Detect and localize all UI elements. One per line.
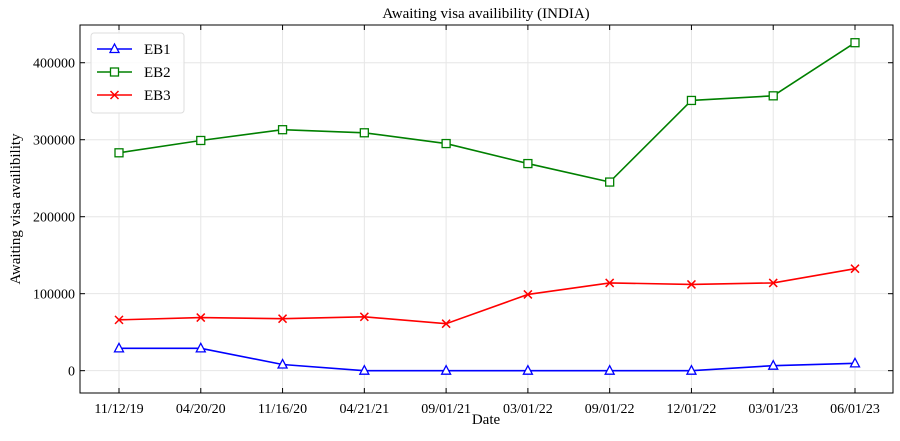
eb1-point: [522, 364, 534, 375]
legend-label: EB3: [144, 88, 171, 104]
eb1-point: [767, 359, 779, 370]
eb1-point: [440, 364, 452, 375]
series-line: [118, 267, 856, 325]
x-tick-label: 03/01/23: [748, 402, 798, 417]
eb3-point: [278, 314, 288, 324]
axes: 11/12/19 04/20/20 11/16/20 04/21/21 09/01/21…: [33, 25, 893, 417]
series-eb2: [114, 38, 860, 187]
eb3-point: [114, 315, 124, 325]
eb2-point: [605, 177, 615, 187]
legend: EB1 EB2 EB3: [90, 32, 185, 114]
x-tick-label: 03/01/22: [503, 402, 553, 417]
eb2-point: [441, 138, 451, 149]
eb3-point: [441, 319, 451, 329]
eb2-point: [850, 38, 860, 48]
eb2-point: [277, 125, 288, 135]
eb3-point: [605, 278, 615, 288]
eb3-point: [768, 278, 778, 288]
eb1-point: [113, 341, 125, 353]
eb1-point: [358, 364, 370, 375]
chart-title: Awaiting visa availibility (INDIA): [382, 6, 589, 22]
square-marker: [109, 67, 120, 77]
x-tick-label: 04/21/21: [339, 402, 389, 417]
legend-label: EB1: [144, 42, 171, 58]
y-axis-label: Awaiting visa availibility: [8, 133, 24, 285]
series-line: [119, 347, 856, 372]
x-tick-label: 09/01/21: [421, 402, 471, 417]
grid: [80, 25, 893, 393]
x-axis-label: Date: [472, 412, 501, 428]
y-tick-label: 400000: [33, 57, 75, 72]
eb3-point: [686, 279, 696, 289]
eb2-point: [114, 148, 124, 158]
x-tick-label: 09/01/22: [585, 402, 635, 417]
x-tick-label: 12/01/22: [667, 402, 717, 417]
eb2-point: [686, 95, 697, 106]
x-tick-label: 11/12/19: [94, 402, 143, 417]
x-tick-label: 04/20/20: [176, 402, 226, 417]
eb3-point: [523, 289, 533, 299]
series-group: [113, 38, 861, 375]
eb2-point: [768, 91, 778, 101]
legend-item-eb3: EB3: [97, 88, 171, 104]
eb1-point: [195, 341, 207, 353]
triangle-marker: [108, 42, 121, 54]
eb1-point: [849, 356, 861, 368]
eb3-point: [359, 312, 369, 322]
series-eb3: [114, 264, 860, 329]
eb2-point: [359, 128, 369, 138]
x-marker: [109, 90, 120, 100]
eb1-point: [604, 364, 616, 375]
y-tick-label: 0: [68, 365, 75, 380]
x-tick-label: 11/16/20: [258, 402, 307, 417]
eb2-point: [523, 158, 533, 169]
plot-frame: [79, 24, 894, 394]
legend-item-eb2: EB2: [97, 65, 171, 81]
eb2-point: [196, 135, 206, 146]
y-tick-label: 200000: [33, 211, 75, 226]
y-tick-label: 100000: [33, 288, 75, 303]
legend-item-eb1: EB1: [97, 42, 171, 58]
eb3-point: [196, 313, 206, 323]
eb1-point: [276, 358, 289, 369]
x-tick-label: 06/01/23: [830, 402, 880, 417]
y-tick-label: 300000: [33, 134, 75, 149]
eb1-point: [685, 364, 698, 375]
eb3-point: [850, 264, 860, 274]
series-line: [118, 42, 856, 183]
series-eb1: [113, 341, 861, 375]
legend-label: EB2: [144, 65, 171, 81]
